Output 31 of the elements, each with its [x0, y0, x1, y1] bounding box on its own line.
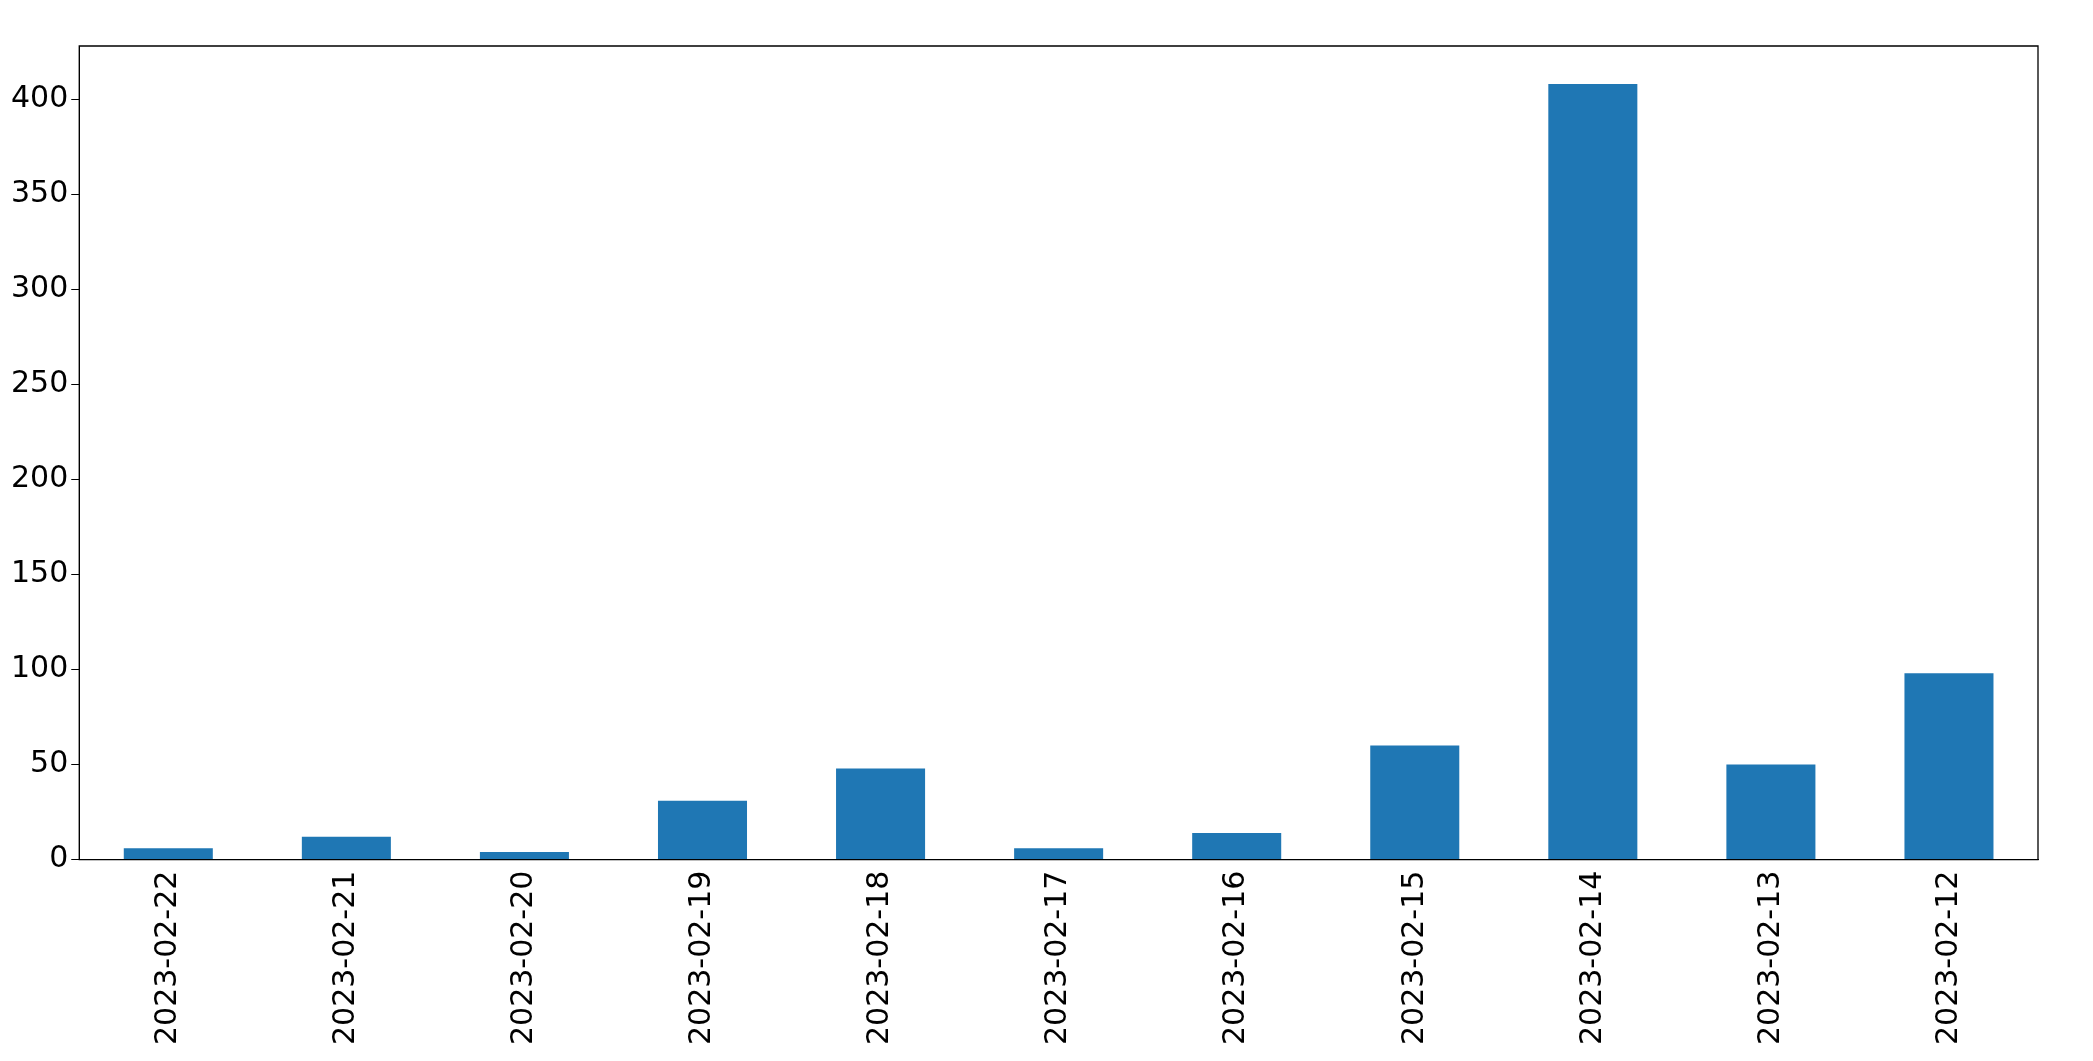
x-tick-label: 2023-02-20: [504, 870, 540, 1046]
x-tick-label: 2023-02-12: [1928, 870, 1964, 1046]
bar: [479, 852, 569, 860]
y-tick-label: 0: [49, 839, 69, 875]
bar: [1904, 673, 1994, 860]
bar: [1548, 84, 1638, 860]
x-tick-label: 2023-02-18: [860, 870, 896, 1046]
x-tick-label: 2023-02-13: [1750, 870, 1786, 1046]
x-tick-label: 2023-02-16: [1216, 870, 1252, 1046]
bar: [1192, 833, 1282, 860]
bar: [657, 800, 748, 860]
x-tick-label: 2023-02-19: [682, 870, 718, 1046]
x-tick-label: 2023-02-17: [1038, 870, 1074, 1046]
y-tick-label: 250: [11, 364, 69, 400]
y-tick-label: 200: [11, 459, 69, 495]
bar: [123, 848, 213, 860]
bar: [1014, 848, 1104, 860]
x-tick-label: 2023-02-21: [326, 870, 362, 1046]
x-tick-label: 2023-02-15: [1394, 870, 1430, 1046]
bar: [301, 836, 391, 860]
bar: [1370, 745, 1460, 860]
x-tick-label: 2023-02-22: [148, 870, 184, 1046]
y-tick-label: 100: [11, 649, 69, 685]
y-tick-label: 350: [11, 174, 69, 210]
x-tick-label: 2023-02-14: [1572, 870, 1608, 1046]
y-tick-label: 400: [11, 79, 69, 115]
bar: [836, 768, 926, 860]
y-tick-label: 50: [30, 744, 69, 780]
y-tick-label: 150: [11, 554, 69, 590]
bar: [1726, 764, 1816, 860]
y-tick-label: 300: [11, 269, 69, 305]
